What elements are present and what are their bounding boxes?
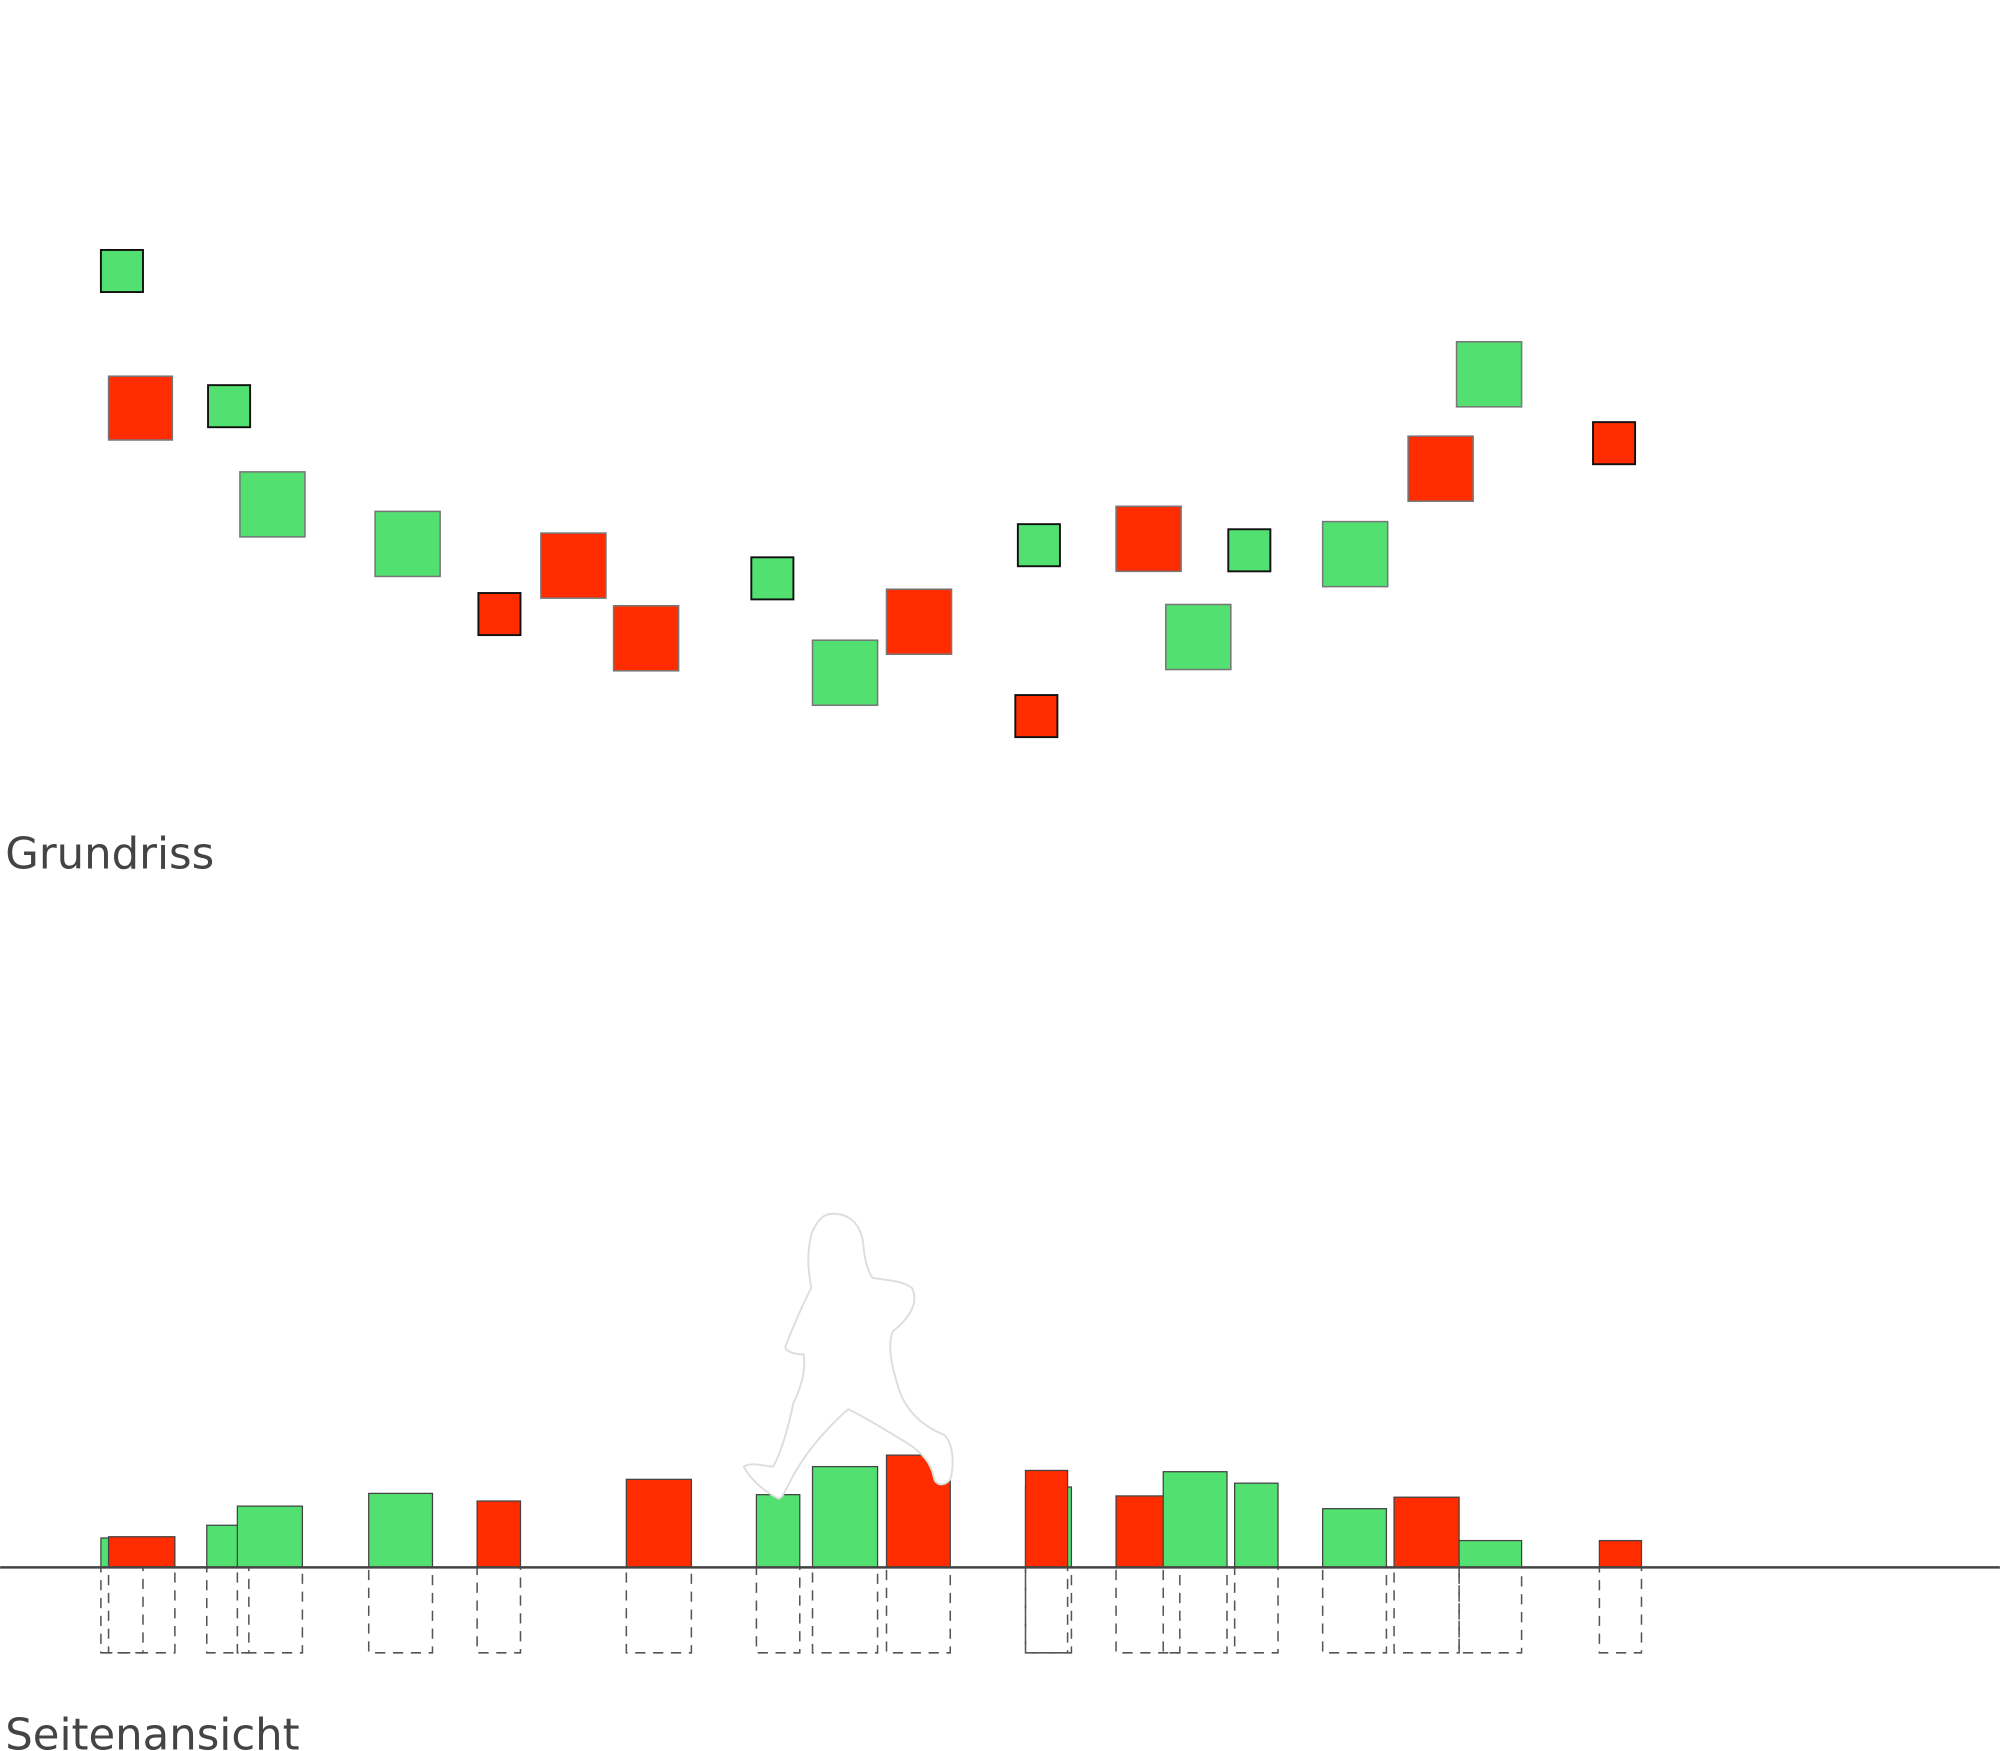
plan-block [811, 639, 879, 707]
plan-block [374, 510, 441, 578]
plan-block [477, 592, 522, 637]
side-block [1162, 1471, 1228, 1568]
plan-block [1165, 603, 1232, 671]
side-block [1458, 1539, 1523, 1568]
plan-block [1455, 341, 1523, 408]
plan-block [1016, 523, 1061, 568]
side-block [476, 1500, 522, 1568]
footprint [1458, 1566, 1523, 1654]
footprint [1321, 1566, 1388, 1654]
plan-block [239, 471, 306, 538]
footprint [625, 1566, 693, 1654]
plan-block [1014, 694, 1059, 739]
side-block [1234, 1482, 1279, 1568]
footprint [1598, 1566, 1643, 1654]
footprint [476, 1566, 522, 1654]
plan-block [750, 556, 795, 601]
plan-block [1407, 435, 1474, 502]
plan-block [612, 605, 680, 672]
side-block [811, 1465, 879, 1568]
footprint [100, 1566, 144, 1654]
plan-block [1227, 528, 1272, 573]
plan-block [1115, 505, 1182, 573]
plan-block [540, 532, 607, 599]
side-label: Seitenansicht [5, 1711, 299, 1751]
footprint [1024, 1566, 1069, 1654]
footprint [811, 1566, 879, 1654]
side-block [107, 1536, 176, 1568]
side-block [1393, 1496, 1460, 1568]
side-block [1598, 1539, 1643, 1568]
plan-block [1592, 421, 1637, 466]
footprint [1393, 1566, 1460, 1654]
side-block [368, 1492, 434, 1568]
footprint [107, 1566, 176, 1654]
plan-block [1321, 520, 1389, 588]
plan-block [107, 375, 174, 441]
footprint [367, 1566, 434, 1654]
footprint [885, 1566, 952, 1654]
plan-label: Grundriss [5, 829, 214, 879]
side-view [100, 1454, 1643, 1654]
footprint [1233, 1566, 1279, 1654]
side-block [1322, 1508, 1388, 1568]
side-block [1024, 1469, 1069, 1568]
footprint [755, 1566, 801, 1654]
plan-block [885, 588, 953, 655]
plan-block [99, 249, 144, 294]
child-silhouette [742, 1212, 954, 1500]
side-block [625, 1478, 693, 1568]
side-block [755, 1494, 801, 1568]
footprint [205, 1566, 250, 1654]
footprint [1024, 1566, 1073, 1654]
footprint [236, 1566, 304, 1654]
footprint [1162, 1566, 1228, 1654]
plan-block [207, 384, 252, 429]
side-block [236, 1505, 304, 1568]
footprint [1115, 1566, 1181, 1654]
plan-view [99, 249, 1637, 739]
